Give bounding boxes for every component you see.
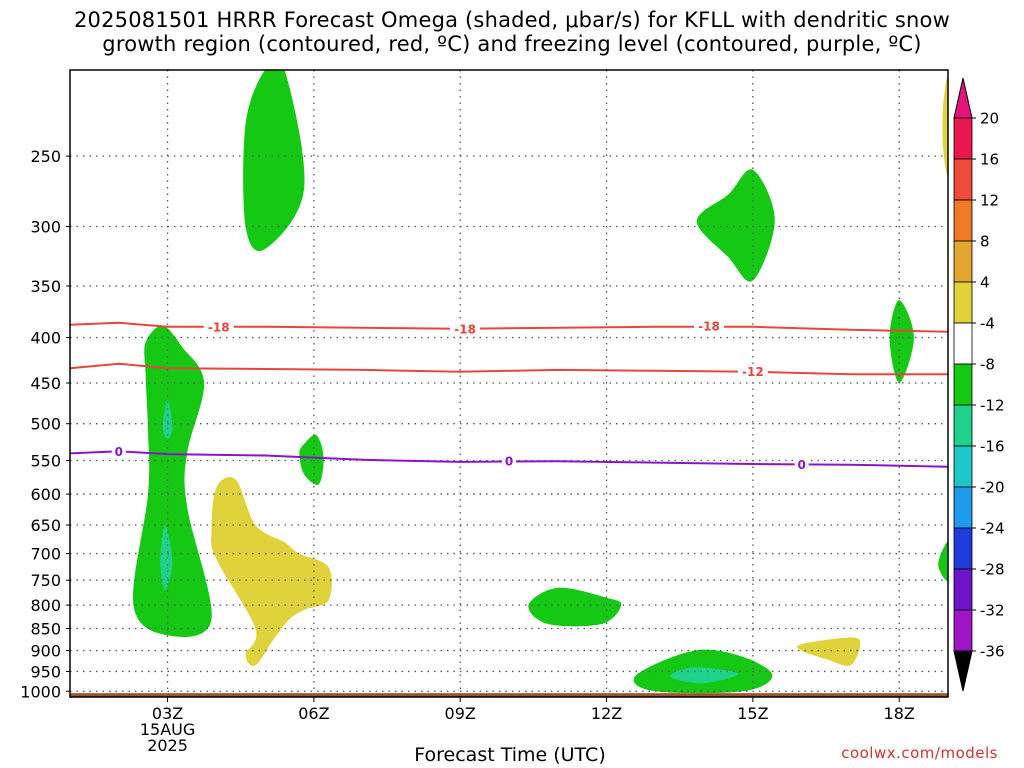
grid-lines	[70, 70, 948, 697]
colorbar-swatch-11	[953, 568, 973, 611]
contour-label-bg-0-0	[203, 319, 234, 334]
y-tick-label-10: 750	[30, 571, 61, 590]
y-tick-label-5: 500	[30, 415, 61, 434]
contour-line-1	[70, 362, 948, 376]
contour-line-2	[70, 450, 948, 468]
contour-label-0-1: -18	[454, 322, 476, 336]
contour-line-0	[70, 321, 948, 333]
shaded-region-0	[243, 70, 305, 252]
y-tick-label-1: 300	[30, 218, 61, 237]
x-tick-label-5: 18Z	[884, 704, 915, 723]
surface-ground	[70, 693, 948, 697]
colorbar-label-10: -24	[980, 520, 1005, 538]
y-tick-label-2: 350	[30, 277, 61, 296]
colorbar-label-6: -8	[980, 356, 995, 374]
colorbar-swatch-6	[953, 363, 973, 406]
colorbar-label-1: 16	[980, 151, 999, 169]
y-tick-label-13: 900	[30, 642, 61, 661]
shaded-region-12	[942, 77, 948, 175]
x-axis-label: Forecast Time (UTC)	[414, 744, 606, 766]
surface-band	[70, 693, 948, 697]
colorbar-swatch-12	[953, 609, 973, 652]
contour-label-2-0: 0	[115, 445, 123, 459]
y-tick-label-7: 600	[30, 485, 61, 504]
colorbar-swatch-5	[953, 322, 973, 365]
shaded-region-2	[132, 325, 212, 637]
shaded-region-3	[162, 399, 173, 439]
y-tick-label-8: 650	[30, 516, 61, 535]
shaded-region-7	[938, 542, 948, 581]
colorbar-label-9: -20	[980, 479, 1005, 497]
colorbar-label-8: -16	[980, 438, 1005, 456]
y-tick-label-9: 700	[30, 545, 61, 564]
title-line-2: growth region (contoured, red, ºC) and f…	[102, 32, 922, 56]
colorbar-swatch-1	[953, 158, 973, 201]
colorbar-label-2: 12	[980, 192, 999, 210]
contour-label-0-0: -18	[208, 320, 230, 334]
shaded-region-8	[528, 587, 622, 627]
shaded-regions	[132, 70, 948, 694]
colorbar-label-11: -28	[980, 561, 1005, 579]
y-tick-label-14: 950	[30, 662, 61, 681]
colorbar-label-0: 20	[980, 110, 999, 128]
x-tick-label-4: 15Z	[737, 704, 768, 723]
x-tick-label-3: 12Z	[591, 704, 622, 723]
contour-label-bg-2-1	[502, 454, 516, 469]
colorbar-bottom-arrow	[953, 650, 973, 692]
x-tick-label-1: 06Z	[298, 704, 329, 723]
colorbar-swatch-7	[953, 404, 973, 447]
y-tick-label-15: 1000	[20, 682, 61, 701]
contour-label-0-2: -18	[698, 319, 720, 333]
y-tick-label-11: 800	[30, 596, 61, 615]
y-tick-label-12: 850	[30, 620, 61, 639]
colorbar-label-4: 4	[980, 274, 990, 292]
y-tick-label-0: 250	[30, 147, 61, 166]
colorbar-label-7: -12	[980, 397, 1005, 415]
colorbar-swatch-3	[953, 240, 973, 283]
contour-label-2-2: 0	[797, 458, 805, 472]
x-tick-label-2: 09Z	[445, 704, 476, 723]
contour-label-bg-0-2	[693, 318, 724, 333]
shaded-region-11	[211, 477, 332, 666]
colorbar-swatch-10	[953, 527, 973, 570]
y-axis: 250 300 350 400 450 500 550 600 650 700 750 800 850 9…	[20, 147, 70, 701]
colorbar-label-13: -36	[980, 643, 1005, 661]
colorbar-label-5: -4	[980, 315, 995, 333]
y-tick-label-6: 550	[30, 451, 61, 470]
colorbar-swatch-9	[953, 486, 973, 529]
contour-label-bg-2-2	[794, 457, 809, 472]
contour-label-bg-2-0	[111, 444, 126, 459]
credit-text: coolwx.com/models	[841, 744, 998, 762]
colorbar-swatch-8	[953, 445, 973, 488]
shaded-region-4	[160, 525, 173, 591]
contour-label-bg-0-1	[450, 321, 481, 336]
shaded-region-13	[796, 637, 861, 666]
colorbar-swatch-0	[953, 117, 973, 160]
colorbar-swatch-4	[953, 281, 973, 324]
contour-lines: -18 -18 -18 -12 0 0 0	[70, 318, 948, 472]
shaded-region-6	[889, 300, 914, 383]
contour-label-1-0: -12	[742, 365, 764, 379]
colorbar: 20 16 12 8 4 -4 -8 -12 -16 -20 -24 -28 -32 -36	[953, 77, 1005, 692]
colorbar-top-arrow	[953, 77, 973, 119]
y-tick-label-3: 400	[30, 329, 61, 348]
contour-label-bg-1-0	[737, 364, 768, 379]
x-tick-label-0: 03Z	[152, 704, 183, 723]
colorbar-label-12: -32	[980, 602, 1005, 620]
x-tick-year-0: 2025	[147, 736, 188, 755]
colorbar-label-3: 8	[980, 233, 990, 251]
shaded-region-5	[299, 434, 324, 485]
colorbar-swatch-2	[953, 199, 973, 242]
title-line-1: 2025081501 HRRR Forecast Omega (shaded, …	[74, 8, 950, 32]
shaded-region-1	[696, 169, 775, 282]
chart-title: 2025081501 HRRR Forecast Omega (shaded, …	[0, 8, 1024, 56]
x-tick-date-0: 15AUG	[140, 720, 195, 739]
y-tick-label-4: 450	[30, 374, 61, 393]
contour-label-2-1: 0	[505, 455, 513, 469]
